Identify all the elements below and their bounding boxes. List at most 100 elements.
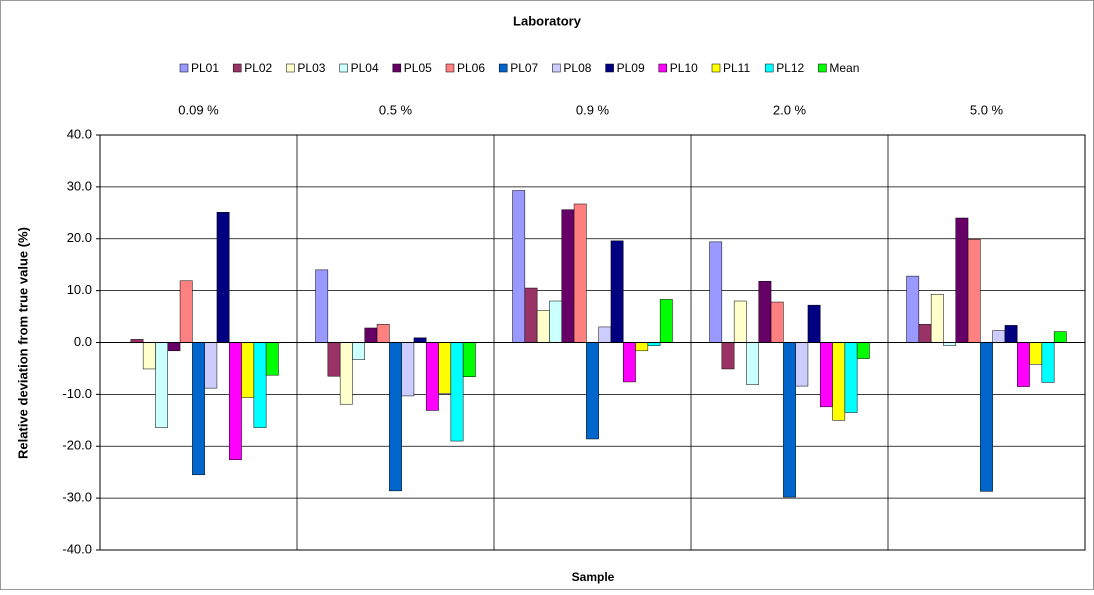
legend-label: PL06 (457, 61, 485, 75)
y-tick-label: -30.0 (62, 490, 92, 505)
bar (906, 275, 920, 343)
bar (265, 342, 279, 376)
bar (1004, 325, 1018, 343)
bar (167, 342, 181, 352)
legend-swatch (658, 63, 668, 73)
bar (204, 342, 218, 389)
bar (512, 190, 526, 343)
y-tick-label: -40.0 (62, 541, 92, 556)
bar (856, 342, 870, 359)
bar (635, 342, 649, 352)
legend-swatch (286, 63, 295, 73)
legend-label: PL11 (723, 61, 750, 75)
legend-swatch (498, 63, 508, 73)
legend-label: PL04 (351, 61, 379, 75)
y-tick-label: -10.0 (62, 386, 92, 401)
bar (352, 342, 366, 360)
category-label: 0.09 % (178, 102, 219, 117)
bar (832, 342, 846, 421)
bar (820, 342, 833, 408)
bar (955, 217, 969, 343)
bar (549, 300, 563, 343)
bar (783, 342, 796, 498)
bar (980, 342, 993, 492)
bar (610, 240, 624, 343)
legend-label: PL05 (404, 61, 432, 75)
bar (389, 342, 402, 492)
legend-swatch (445, 63, 455, 73)
legend-swatch (605, 63, 614, 73)
chart-title: Laboratory (513, 13, 582, 28)
y-tick-label: 30.0 (67, 178, 92, 193)
legend-label: PL07 (510, 61, 538, 75)
bar (561, 209, 575, 343)
legend-label: PL08 (563, 61, 591, 75)
category-label: 0.9 % (576, 102, 610, 117)
bar (770, 301, 784, 343)
bar (930, 294, 944, 343)
category-label: 2.0 % (773, 102, 807, 117)
bar (844, 342, 858, 413)
bar (1029, 342, 1043, 365)
category-label: 5.0 % (970, 102, 1004, 117)
legend-swatch (392, 63, 402, 73)
legend-label: Mean (829, 61, 859, 75)
bar (216, 212, 230, 343)
legend-label: PL02 (244, 61, 272, 75)
bar (746, 342, 760, 385)
legend-label: PL12 (776, 61, 804, 75)
bar (623, 342, 636, 383)
bar (339, 342, 353, 405)
bar (364, 327, 378, 343)
bar (253, 342, 267, 428)
legend-label: PL10 (670, 61, 698, 75)
bar (462, 342, 476, 377)
bar (598, 326, 612, 343)
bar (1041, 342, 1055, 383)
y-tick-label: -20.0 (62, 438, 92, 453)
bar (967, 239, 981, 343)
category-label: 0.5 % (379, 102, 413, 117)
x-axis-title: Sample (572, 570, 615, 584)
bar (524, 287, 538, 343)
bar (918, 324, 932, 343)
bar (179, 280, 193, 343)
bar (450, 342, 464, 442)
legend-label: PL01 (191, 61, 219, 75)
bar (1053, 331, 1067, 343)
bar (758, 281, 772, 343)
bar (438, 342, 452, 394)
bar (659, 299, 673, 343)
bar (1017, 342, 1030, 387)
legend-swatch (711, 63, 721, 73)
legend-label: PL03 (297, 61, 325, 75)
legend-label: PL09 (617, 61, 645, 75)
bar (327, 342, 341, 377)
y-tick-label: 0.0 (74, 334, 92, 349)
bar (721, 342, 735, 370)
bar (807, 304, 821, 343)
legend-swatch (179, 63, 189, 73)
bar (426, 342, 439, 411)
bar (795, 342, 809, 387)
y-tick-label: 10.0 (67, 282, 92, 297)
bar (709, 241, 723, 343)
bar (401, 342, 415, 397)
legend-swatch (232, 63, 242, 73)
bar (142, 342, 156, 370)
bar (229, 342, 242, 460)
bar (733, 300, 747, 343)
bar (241, 342, 255, 398)
bar (192, 342, 205, 476)
bar (992, 330, 1006, 343)
bar (536, 310, 550, 343)
legend-swatch (339, 63, 348, 73)
y-tick-label: 20.0 (67, 230, 92, 245)
bar (315, 269, 329, 343)
bar (376, 324, 390, 343)
y-axis-title: Relative deviation from true value (%) (15, 227, 30, 459)
legend-swatch (818, 63, 827, 73)
bar (573, 203, 587, 343)
